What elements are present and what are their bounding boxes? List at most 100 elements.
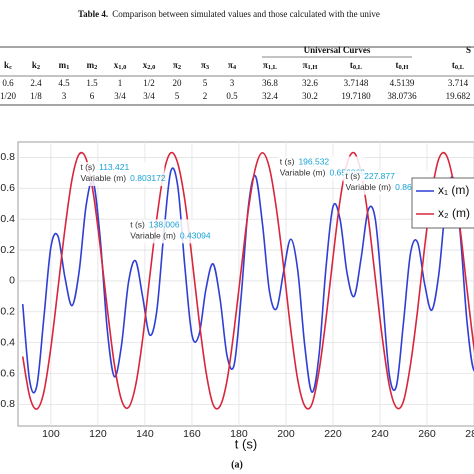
x-tick-label: 260 xyxy=(418,428,436,440)
table-cell: 6 xyxy=(90,91,95,101)
chart: -0.8 -0.6 -0.4 -0.2 0 0.2 0.4 0.6 0.8 100 120 140 16… xyxy=(0,141,474,470)
column-header: t0,L xyxy=(452,60,465,71)
table-cell: 32.4 xyxy=(262,91,278,101)
table-cell: 2 xyxy=(203,91,208,101)
table-cell: 36.8 xyxy=(262,78,278,88)
header-main: t xyxy=(452,60,455,70)
header-main: t xyxy=(350,60,353,70)
datatip-line: Variable (m) 0.43094 xyxy=(130,231,211,241)
table-cell: 1.5 xyxy=(86,78,98,88)
column-header: m2 xyxy=(87,60,98,71)
x-axis-label: t (s) xyxy=(235,436,257,451)
table-cell: 5 xyxy=(175,91,180,101)
datatip-label: t (s) xyxy=(130,220,145,230)
header-main: m xyxy=(87,60,95,70)
table-cell: 1/2 xyxy=(143,78,155,88)
header-sub: 2,0 xyxy=(147,64,155,71)
header-main: x xyxy=(143,60,148,70)
column-header: π4 xyxy=(228,60,237,71)
table-cell: 20 xyxy=(173,78,183,88)
datatip-line: Variable (m) 0.803172 xyxy=(80,173,165,183)
header-main: π xyxy=(263,60,268,70)
header-sub: 2 xyxy=(178,64,181,71)
column-header: t0,H xyxy=(396,60,409,71)
header-sub: 3 xyxy=(206,64,210,71)
table-cell: 3.714 xyxy=(448,78,469,88)
y-tick-label: 0 xyxy=(9,275,15,287)
table-cell: 32.6 xyxy=(302,78,318,88)
table-cell: 3.7148 xyxy=(344,78,369,88)
y-tick-label: 0.6 xyxy=(0,182,15,194)
header-main: t xyxy=(396,60,399,70)
table-cell: 3/4 xyxy=(114,91,126,101)
group-header: S xyxy=(466,45,471,55)
figure-caption: (a) xyxy=(231,459,243,470)
header-sub: 1,H xyxy=(308,64,318,71)
series-line xyxy=(21,167,474,394)
datatip-box xyxy=(128,219,215,244)
header-sub: 2 xyxy=(37,64,40,71)
table-cell: 0.5 xyxy=(226,91,238,101)
table-cell: 0.6 xyxy=(2,78,14,88)
datatip-line: t (s) 196.532 xyxy=(280,157,330,167)
datatip-box xyxy=(78,161,165,186)
column-header: π1,H xyxy=(303,60,318,71)
x-tick-label: 240 xyxy=(371,428,389,440)
datatip-value: 0.803172 xyxy=(130,173,166,183)
datatip-line: t (s) 113.421 xyxy=(80,162,129,172)
header-sub: 4 xyxy=(233,64,237,71)
table-cell: 19.7180 xyxy=(341,91,371,101)
header-main: k xyxy=(32,60,37,70)
header-sub: 1,0 xyxy=(118,64,126,71)
header-sub: c xyxy=(9,64,12,71)
header-sub: 1 xyxy=(66,64,69,71)
column-header: π1,L xyxy=(263,60,278,71)
datatip-label: t (s) xyxy=(280,157,295,167)
datatip-label: Variable (m) xyxy=(280,168,326,178)
legend-box xyxy=(411,177,474,229)
header-main: m xyxy=(59,60,67,70)
legend-label: x₂ (m) xyxy=(438,206,470,220)
table: Table 4. Comparison between simulated val… xyxy=(0,9,474,106)
header-main: k xyxy=(4,60,9,70)
header-sub: 1,L xyxy=(268,64,278,71)
x-tick-label: 140 xyxy=(136,428,154,440)
datatip-value: 113.421 xyxy=(99,162,129,172)
datatip-value: 138.006 xyxy=(149,220,180,230)
series-line xyxy=(21,151,474,410)
column-header: x2,0 xyxy=(143,60,156,71)
legend-label: x₁ (m) xyxy=(438,183,469,197)
y-tick-label: -0.8 xyxy=(0,398,15,410)
datatip-line: t (s) 227.877 xyxy=(345,171,395,181)
datatip-label: Variable (m) xyxy=(130,231,176,241)
datatip-value: 0.43094 xyxy=(180,231,211,241)
table-cell: 1 xyxy=(118,78,123,88)
y-tick-label: 0.4 xyxy=(0,213,15,225)
header-main: π xyxy=(201,60,206,70)
table-cell: 30.2 xyxy=(302,91,318,101)
table-cell: 3 xyxy=(230,78,235,88)
column-header: π2 xyxy=(173,60,181,71)
header-sub: 0,L xyxy=(455,64,465,71)
y-tick-label: -0.6 xyxy=(0,367,15,379)
datatip-value: 227.877 xyxy=(364,171,395,181)
header-sub: 0,L xyxy=(353,64,363,71)
y-tick-label: 0.2 xyxy=(0,244,15,256)
table-cell: 38.0736 xyxy=(387,91,417,101)
table-cell: 4.5139 xyxy=(390,78,415,88)
table-cell: 3 xyxy=(62,91,67,101)
table-cell: 2.4 xyxy=(30,78,42,88)
datatip-label: Variable (m) xyxy=(80,173,126,183)
datatip-label: Variable (m) xyxy=(345,182,391,192)
column-header: m1 xyxy=(59,60,70,71)
column-header: x1,0 xyxy=(114,60,127,71)
x-tick-label: 220 xyxy=(324,428,342,440)
datatip-label: t (s) xyxy=(80,162,95,172)
y-tick-label: 0.8 xyxy=(0,151,15,163)
group-header: Universal Curves xyxy=(304,45,371,55)
caption-text: Comparison between simulated values and … xyxy=(112,9,380,19)
column-header: t0,L xyxy=(350,60,363,71)
x-tick-label: 160 xyxy=(183,428,201,440)
header-sub: 0,H xyxy=(399,64,409,71)
y-tick-label: -0.2 xyxy=(0,306,15,318)
